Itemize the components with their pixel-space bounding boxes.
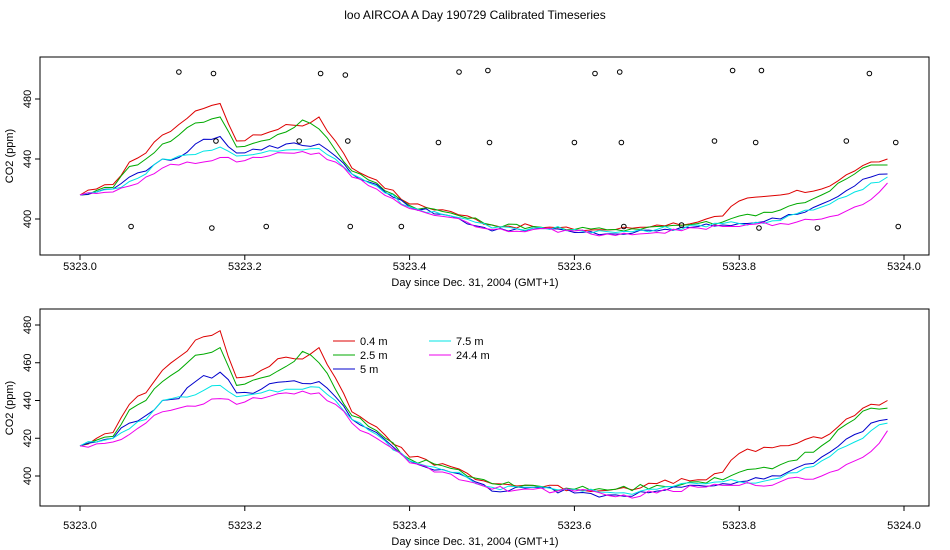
top-marker-14	[485, 67, 491, 74]
top-marker-4	[213, 138, 219, 144]
bottom-y-tick-label-2: 440	[22, 391, 34, 409]
top-marker-30	[892, 139, 899, 146]
top-x-tick-label-1: 5323.2	[228, 261, 262, 273]
top-marker-5	[263, 223, 270, 230]
top-marker-15	[486, 139, 493, 146]
chart-title: loo AIRCOA A Day 190729 Calibrated Times…	[344, 8, 605, 22]
bottom-y-tick-label-4: 480	[22, 316, 34, 334]
top-x-tick-label-0: 5323.0	[63, 261, 97, 273]
bottom-series-group	[79, 329, 888, 499]
top-marker-12	[435, 139, 442, 146]
top-marker-11	[398, 223, 405, 230]
top-marker-1	[176, 69, 182, 75]
top-y-tick-label-1: 440	[22, 150, 34, 168]
top-marker-25	[756, 225, 762, 231]
top-x-axis-label: Day since Dec. 31, 2004 (GMT+1)	[391, 277, 558, 289]
legend-label-7-5-m: 7.5 m	[456, 336, 484, 348]
top-y-tick-label-2: 480	[22, 90, 34, 108]
top-marker-22	[711, 138, 718, 144]
legend-label-0-4-m: 0.4 m	[360, 336, 388, 348]
bottom-x-tick-label-1: 5323.2	[228, 520, 262, 532]
top-x-tick-label-2: 5323.4	[393, 261, 427, 273]
bottom-x-tick-label-4: 5323.8	[722, 520, 756, 532]
top-marker-23	[729, 67, 736, 74]
bottom-x-tick-label-2: 5323.4	[393, 520, 427, 532]
legend-label-24-4-m: 24.4 m	[456, 350, 490, 362]
bottom-series-2-5-m	[79, 346, 888, 492]
top-marker-20	[621, 223, 627, 230]
top-marker-2	[209, 225, 215, 231]
top-marker-10	[347, 223, 354, 230]
top-marker-13	[456, 69, 462, 75]
top-marker-18	[616, 69, 623, 75]
top-panel: Day since Dec. 31, 2004 (GMT+1) CO2 (ppm…	[4, 56, 930, 289]
top-marker-9	[345, 138, 351, 144]
bottom-y-axis-label: CO2 (ppm)	[4, 381, 16, 435]
top-series-0-4-m	[79, 102, 888, 232]
top-marker-19	[618, 139, 625, 146]
top-x-tick-label-3: 5323.6	[558, 261, 592, 273]
legend: 0.4 m 2.5 m 5 m 7.5 m 24.4 m	[333, 336, 490, 376]
top-marker-21	[678, 222, 685, 228]
bottom-plot-frame	[39, 308, 930, 507]
top-x-tick-label-4: 5323.8	[722, 261, 756, 273]
bottom-x-tick-label-3: 5323.6	[558, 520, 592, 532]
top-marker-26	[758, 67, 765, 74]
bottom-y-tick-label-1: 420	[22, 429, 34, 447]
top-y-axis-label: CO2 (ppm)	[4, 129, 16, 183]
bottom-x-tick-label-5: 5324.0	[887, 520, 921, 532]
top-y-tick-label-0: 400	[22, 210, 34, 228]
bottom-series-24-4-m	[79, 390, 888, 499]
bottom-x-axis-label: Day since Dec. 31, 2004 (GMT+1)	[391, 536, 558, 548]
top-series-7-5-m	[79, 146, 888, 234]
legend-label-5-m: 5 m	[360, 364, 378, 376]
top-marker-0	[128, 223, 134, 230]
bottom-y-tick-label-0: 400	[22, 467, 34, 485]
top-marker-17	[592, 70, 598, 77]
top-marks: 5323.0 5323.2 5323.4 5323.6 5323.8 5324.0 400 4…	[22, 67, 921, 273]
top-marker-31	[895, 223, 902, 230]
legend-label-2-5-m: 2.5 m	[360, 350, 388, 362]
bottom-x-tick-label-0: 5323.0	[63, 520, 97, 532]
top-series-group	[79, 102, 888, 237]
top-series-24-4-m	[79, 150, 888, 237]
top-marker-24	[752, 139, 759, 146]
top-marker-3	[210, 70, 217, 77]
bottom-y-tick-label-3: 460	[22, 354, 34, 372]
top-marker-7	[317, 70, 324, 77]
bottom-marks: 5323.0 5323.2 5323.4 5323.6 5323.8 5324.0 400 4…	[22, 316, 921, 532]
top-marker-28	[843, 138, 850, 144]
bottom-series-5-m	[79, 371, 888, 498]
top-series-5-m	[79, 135, 888, 236]
top-series-2-5-m	[79, 116, 888, 232]
top-plot-frame	[39, 56, 930, 256]
bottom-series-0-4-m	[79, 329, 888, 493]
top-x-tick-label-5: 5324.0	[887, 261, 921, 273]
top-marker-16	[571, 139, 578, 146]
top-marker-29	[866, 70, 873, 77]
top-marker-8	[342, 72, 349, 78]
top-marker-27	[814, 225, 821, 231]
bottom-panel: Day since Dec. 31, 2004 (GMT+1) CO2 (ppm…	[4, 308, 930, 548]
top-marker-6	[296, 138, 302, 144]
